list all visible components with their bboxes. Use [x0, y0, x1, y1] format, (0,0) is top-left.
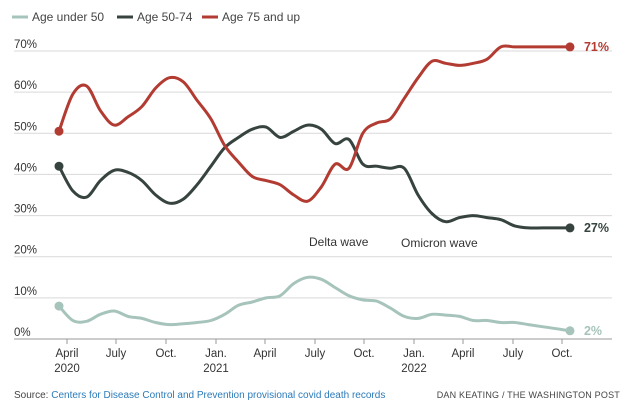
- source-note: Source: Centers for Disease Control and …: [14, 390, 385, 401]
- x-tick-label: July: [106, 348, 127, 360]
- series-start-point: [54, 126, 64, 136]
- x-tick-label: April: [451, 348, 474, 360]
- x-tick-label: Oct.: [353, 348, 374, 360]
- y-tick-label: 50%: [14, 121, 37, 133]
- x-tick-label: July: [503, 348, 524, 360]
- x-tick-year: 2022: [401, 363, 427, 375]
- legend: Age under 50 Age 50-74 Age 75 and up: [12, 10, 300, 24]
- y-tick-label: 20%: [14, 245, 37, 257]
- series-end-point: [565, 42, 575, 52]
- x-tick-label: Jan.: [403, 348, 425, 360]
- series-line: [57, 44, 572, 203]
- series-line: [57, 123, 572, 230]
- x-axis-ticks: April 2020 July Oct. Jan. 2021 April July Oct. Ja…: [54, 339, 573, 375]
- x-tick-label: April: [55, 348, 78, 360]
- legend-label: Age 50-74: [137, 10, 193, 24]
- series-end-point: [565, 223, 575, 233]
- series-start-point: [54, 161, 64, 171]
- series-end-point: [565, 326, 575, 336]
- annotation-label: Delta wave: [309, 235, 369, 249]
- annotation-label: Omicron wave: [401, 236, 478, 250]
- x-tick-label: Oct.: [155, 348, 176, 360]
- y-tick-label: 0%: [14, 327, 31, 339]
- series-line: [57, 275, 572, 333]
- x-tick-label: April: [253, 348, 276, 360]
- series-start-point: [54, 301, 64, 311]
- y-tick-label: 60%: [14, 80, 37, 92]
- source-link[interactable]: Centers for Disease Control and Preventi…: [51, 390, 386, 401]
- y-tick-label: 30%: [14, 204, 37, 216]
- y-axis-ticks: 0% 10% 20% 30% 40% 50% 60% 70%: [14, 39, 37, 339]
- y-tick-label: 40%: [14, 162, 37, 174]
- series-markers: [54, 42, 575, 336]
- annotations: Delta wave Omicron wave: [309, 235, 478, 250]
- series-end-label: 27%: [584, 221, 609, 235]
- x-tick-year: 2020: [54, 363, 80, 375]
- legend-label: Age 75 and up: [222, 10, 300, 24]
- series-end-label: 71%: [584, 40, 609, 54]
- y-tick-label: 70%: [14, 39, 37, 51]
- x-tick-label: Oct.: [551, 348, 572, 360]
- source-prefix: Source:: [14, 390, 49, 401]
- legend-label: Age under 50: [32, 10, 104, 24]
- series-lines: [57, 44, 572, 333]
- x-tick-label: July: [305, 348, 326, 360]
- series-end-label: 2%: [584, 324, 602, 338]
- gridlines: [14, 50, 612, 340]
- x-tick-label: Jan.: [205, 348, 227, 360]
- end-labels: 2% 27% 71%: [584, 40, 609, 338]
- x-tick-year: 2021: [203, 363, 229, 375]
- y-tick-label: 10%: [14, 286, 37, 298]
- credit-line: DAN KEATING / THE WASHINGTON POST: [436, 390, 620, 400]
